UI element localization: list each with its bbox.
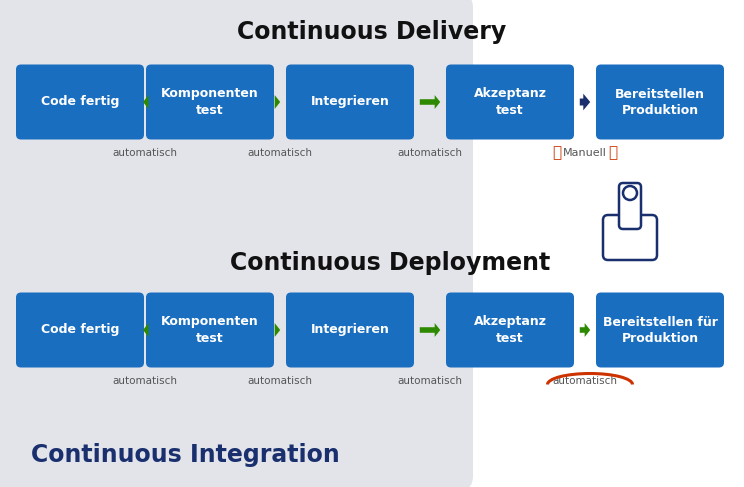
FancyBboxPatch shape [16, 293, 144, 368]
Text: Continuous Deployment: Continuous Deployment [230, 251, 550, 275]
Text: Akzeptanz
test: Akzeptanz test [473, 88, 547, 116]
Text: Integrieren: Integrieren [310, 95, 389, 109]
FancyBboxPatch shape [146, 64, 274, 139]
FancyBboxPatch shape [446, 293, 574, 368]
Text: automatisch: automatisch [112, 148, 178, 157]
Text: Bereitstellen
Produktion: Bereitstellen Produktion [615, 88, 705, 116]
Text: automatisch: automatisch [112, 375, 178, 386]
Text: automatisch: automatisch [397, 375, 463, 386]
FancyBboxPatch shape [619, 183, 641, 229]
FancyBboxPatch shape [286, 293, 414, 368]
FancyBboxPatch shape [0, 0, 473, 487]
FancyBboxPatch shape [603, 215, 657, 260]
Text: automatisch: automatisch [397, 148, 463, 157]
Text: automatisch: automatisch [553, 375, 618, 386]
Text: Code fertig: Code fertig [41, 323, 119, 337]
Text: Continuous Integration: Continuous Integration [31, 443, 339, 467]
Text: 〈: 〈 [553, 145, 562, 160]
Text: Code fertig: Code fertig [41, 95, 119, 109]
FancyBboxPatch shape [596, 293, 724, 368]
Text: Bereitstellen für
Produktion: Bereitstellen für Produktion [603, 316, 717, 344]
Text: 〉: 〉 [609, 145, 618, 160]
Text: Continuous Delivery: Continuous Delivery [237, 20, 507, 44]
Text: Integrieren: Integrieren [310, 323, 389, 337]
Text: automatisch: automatisch [248, 375, 312, 386]
FancyBboxPatch shape [16, 64, 144, 139]
Text: Komponenten
test: Komponenten test [161, 88, 259, 116]
FancyBboxPatch shape [146, 293, 274, 368]
Text: Manuell: Manuell [563, 148, 607, 157]
FancyBboxPatch shape [596, 64, 724, 139]
Text: Komponenten
test: Komponenten test [161, 316, 259, 344]
Circle shape [623, 186, 637, 200]
Text: Akzeptanz
test: Akzeptanz test [473, 316, 547, 344]
FancyBboxPatch shape [446, 64, 574, 139]
Text: automatisch: automatisch [248, 148, 312, 157]
FancyBboxPatch shape [286, 64, 414, 139]
